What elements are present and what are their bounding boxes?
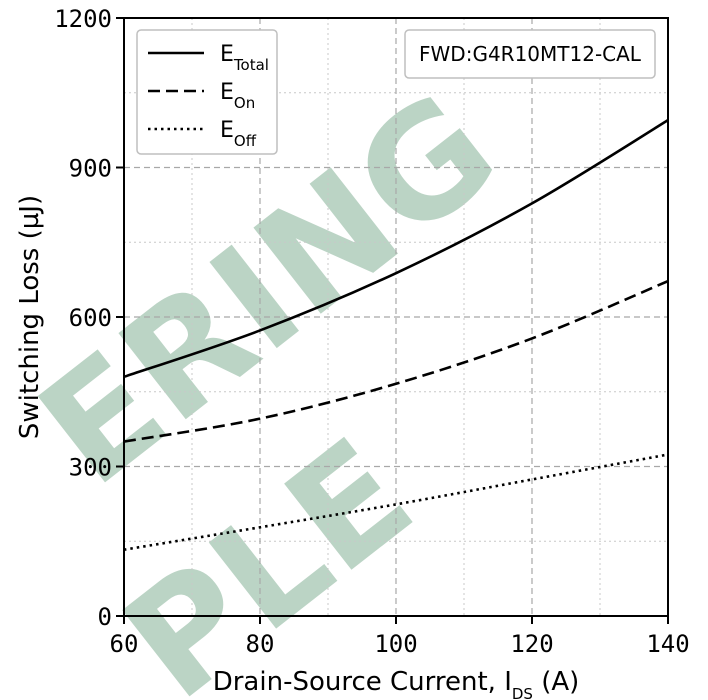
- legend-box: [136, 29, 278, 155]
- x-tick-label-60: 60: [110, 630, 139, 658]
- series-line-off: [123, 453, 669, 552]
- x-tick-label-140: 140: [646, 630, 689, 658]
- x-tick-label-100: 100: [374, 630, 417, 658]
- y-tick-label-900: 900: [69, 155, 112, 183]
- x-tick-label-120: 120: [510, 630, 553, 658]
- series-line-total: [123, 119, 669, 379]
- y-axis-title: Switching Loss (µJ): [15, 195, 45, 439]
- y-tick-label-600: 600: [69, 304, 112, 332]
- legend-label-off: EOff: [220, 118, 257, 150]
- legend: ETotal EOn EOff: [136, 29, 278, 155]
- legend-label-total: ETotal: [220, 42, 269, 74]
- series-lines: [123, 119, 669, 552]
- y-tick-label-300: 300: [69, 454, 112, 482]
- annotation-frame: [404, 29, 656, 79]
- x-tick-label-80: 80: [246, 630, 275, 658]
- tick-labels: 60 80 100 120 140 0 300 600 900 1200: [54, 5, 689, 658]
- y-tick-label-1200: 1200: [54, 5, 112, 33]
- axis-ticks: [116, 17, 669, 624]
- x-axis-title: Drain-Source Current, IDS (A): [213, 667, 580, 700]
- legend-label-on: EOn: [220, 80, 255, 112]
- y-tick-label-0: 0: [98, 603, 112, 631]
- annotation-box: FWD:G4R10MT12-CAL: [404, 29, 656, 79]
- series-line-on: [123, 279, 669, 443]
- annotation-label: FWD:G4R10MT12-CAL: [419, 42, 642, 66]
